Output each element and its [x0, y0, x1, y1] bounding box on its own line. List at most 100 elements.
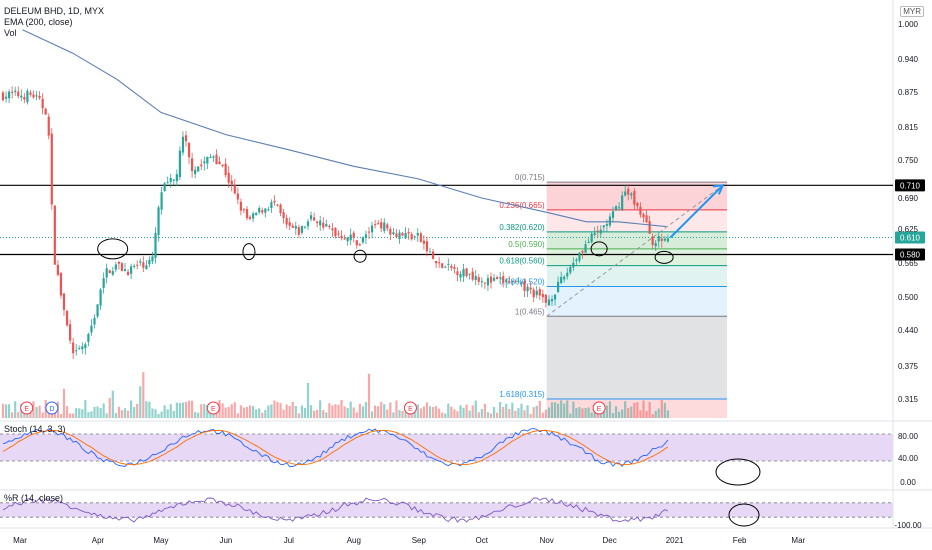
- candle: [160, 192, 163, 210]
- volume-bar: [65, 406, 69, 418]
- volume-bar: [184, 401, 188, 418]
- volume-bar: [148, 401, 151, 418]
- candle: [151, 256, 154, 262]
- volume-bar: [447, 403, 450, 418]
- candle: [639, 206, 642, 215]
- candle: [136, 264, 139, 266]
- fib-level-label: 0.786(0.520): [499, 278, 545, 287]
- volume-bar: [639, 410, 642, 418]
- volume-bar: [523, 410, 526, 418]
- volume-bar: [422, 406, 425, 418]
- candle: [621, 195, 624, 210]
- volume-bar: [267, 405, 270, 418]
- candle: [633, 191, 636, 205]
- volume-bar: [560, 400, 563, 418]
- volume-bar: [151, 408, 154, 418]
- volume-bar: [4, 404, 8, 418]
- candle: [172, 179, 175, 181]
- candle: [349, 234, 352, 241]
- candle: [511, 280, 514, 282]
- candle: [618, 207, 621, 209]
- volume-bar: [505, 403, 508, 418]
- candle: [535, 290, 538, 296]
- time-axis-tick: Apr: [92, 536, 105, 545]
- event-marker-label: D: [49, 406, 54, 413]
- candle: [456, 271, 459, 276]
- fib-trend-line: [546, 181, 728, 317]
- candle: [367, 231, 371, 233]
- stoch-legend[interactable]: Stoch (14, 3, 3): [4, 424, 66, 434]
- volume-bar: [139, 386, 142, 418]
- volume-bar: [614, 406, 618, 418]
- candle: [599, 229, 602, 234]
- candle: [560, 277, 563, 284]
- volume-bar: [663, 402, 666, 418]
- candle: [200, 164, 203, 167]
- volume-bar: [633, 402, 636, 418]
- volume-bar: [645, 410, 648, 418]
- volume-bar: [499, 402, 502, 418]
- candle: [47, 116, 50, 136]
- candle: [294, 225, 297, 229]
- candle: [120, 263, 124, 271]
- williams-r-legend[interactable]: %R (14, close): [4, 493, 64, 503]
- candle: [553, 294, 557, 300]
- volume-bar: [575, 408, 578, 418]
- event-marker-label: E: [408, 406, 413, 413]
- currency-badge[interactable]: MYR: [900, 6, 924, 17]
- candle: [544, 294, 547, 303]
- time-axis-tick: Aug: [347, 536, 361, 545]
- candle: [529, 287, 532, 290]
- candle: [648, 221, 651, 234]
- ema-legend[interactable]: EMA (200, close): [4, 17, 73, 27]
- candle: [505, 279, 508, 283]
- volume-bar: [258, 408, 261, 418]
- candle: [624, 191, 627, 196]
- volume-bar: [212, 412, 215, 418]
- candle: [383, 222, 386, 231]
- time-axis-tick: Oct: [475, 536, 488, 545]
- volume-bar: [233, 402, 236, 418]
- candle: [126, 271, 130, 276]
- candle: [575, 259, 578, 262]
- volume-bar: [273, 400, 276, 418]
- volume-bar: [319, 400, 322, 418]
- volume-bar: [75, 408, 78, 418]
- candle: [517, 281, 520, 283]
- candle: [169, 177, 172, 182]
- time-axis-tick: Jul: [284, 536, 294, 545]
- candle: [526, 286, 529, 292]
- candle: [630, 193, 633, 196]
- candle: [474, 276, 477, 281]
- volume-bar: [621, 409, 624, 418]
- candle: [459, 274, 462, 278]
- volume-bar: [502, 406, 505, 418]
- candle: [267, 209, 270, 211]
- volume-bar: [395, 400, 398, 418]
- volume-bar: [59, 413, 63, 418]
- volume-bar: [35, 406, 38, 418]
- symbol-title[interactable]: DELEUM BHD, 1D, MYX: [4, 6, 105, 16]
- wr-axis-tick: -100.00: [894, 521, 922, 530]
- stoch-k-line: [2, 428, 669, 468]
- volume-bar: [288, 406, 291, 418]
- volume-legend[interactable]: Vol: [4, 28, 17, 38]
- candle: [32, 94, 35, 98]
- volume-bar: [480, 409, 483, 418]
- volume-bar: [416, 404, 419, 418]
- wr-band: [0, 502, 893, 518]
- fib-zone: [546, 248, 728, 266]
- candle: [392, 232, 395, 235]
- candle: [602, 225, 605, 228]
- volume-bar: [590, 412, 593, 418]
- volume-bar: [367, 373, 371, 418]
- event-marker-label: E: [597, 406, 602, 413]
- volume-bar: [230, 404, 233, 418]
- candle: [227, 172, 230, 183]
- volume-bar: [547, 407, 551, 418]
- volume-bar: [316, 409, 319, 418]
- candle: [337, 233, 340, 235]
- candle: [236, 193, 239, 200]
- candle: [538, 289, 541, 296]
